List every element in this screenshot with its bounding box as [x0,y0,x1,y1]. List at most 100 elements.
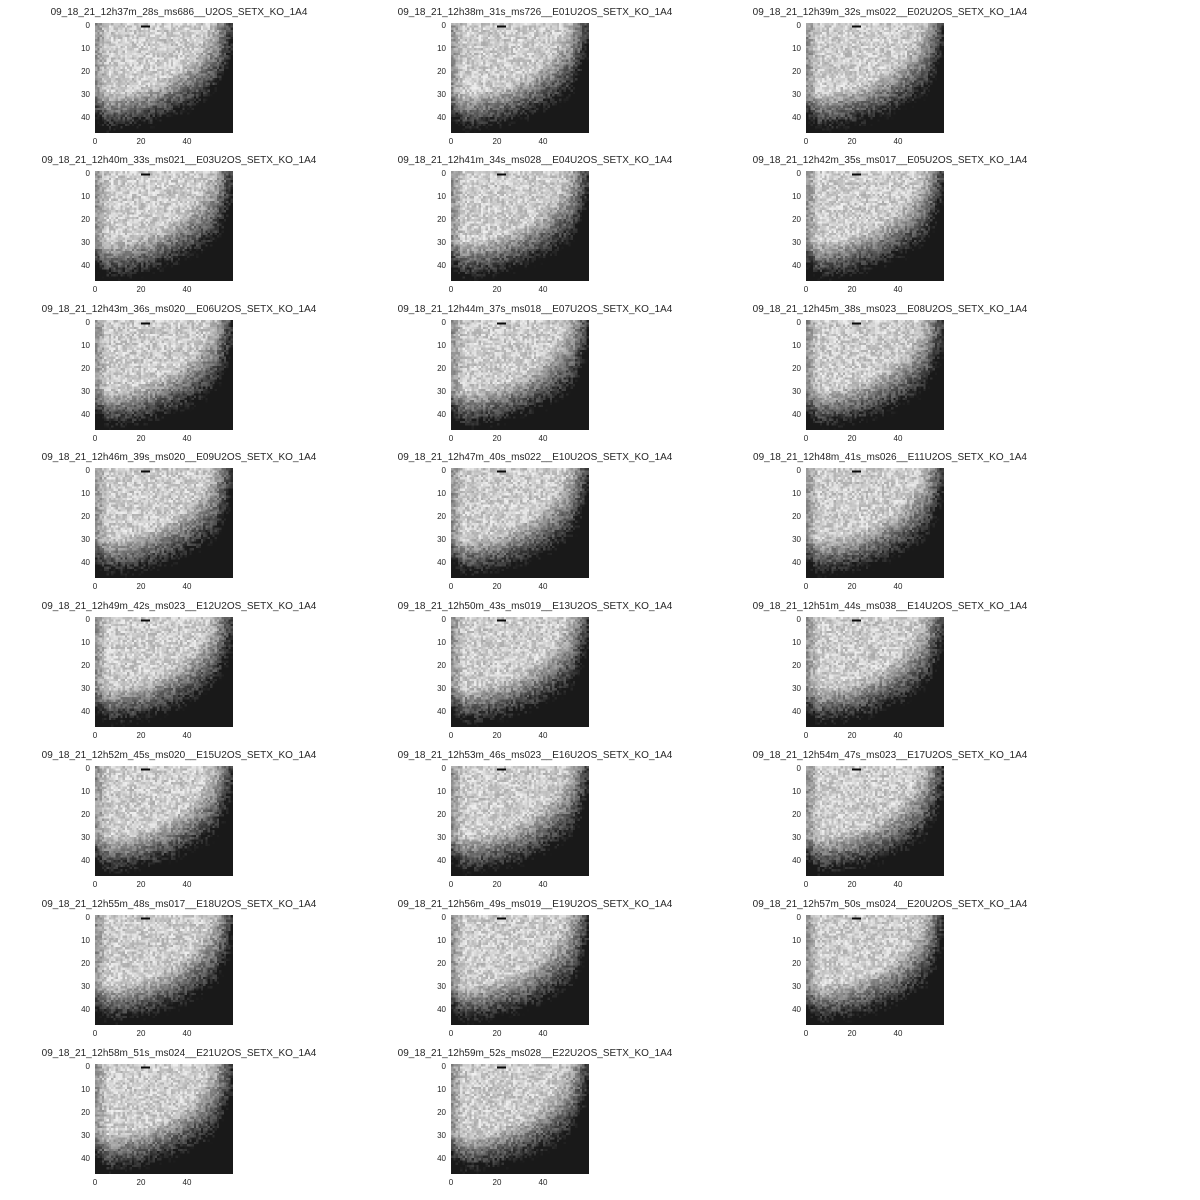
microscopy-image [806,468,944,578]
microscopy-image [806,915,944,1025]
panel-title: 09_18_21_12h50m_43s_ms019__E13U2OS_SETX_… [397,601,673,612]
y-tick-label: 0 [85,21,90,30]
microscopy-image [806,23,944,133]
microscopy-image [95,171,233,281]
x-tick-label: 40 [893,1029,903,1038]
image-panel: 09_18_21_12h42m_35s_ms017__E05U2OS_SETX_… [740,155,1040,301]
x-tick-label: 20 [847,137,857,146]
x-tick-label: 0 [92,582,98,591]
image-panel: 09_18_21_12h57m_50s_ms024__E20U2OS_SETX_… [740,899,1040,1045]
panel-title: 09_18_21_12h59m_52s_ms028__E22U2OS_SETX_… [397,1048,673,1059]
image-panel: 09_18_21_12h41m_34s_ms028__E04U2OS_SETX_… [385,155,685,301]
y-tick-label: 20 [792,67,801,76]
y-tick-label: 20 [81,810,90,819]
x-tick-label: 20 [136,137,146,146]
y-tick-label: 30 [792,535,801,544]
y-tick-label: 40 [792,707,801,716]
y-tick-label: 10 [792,341,801,350]
y-tick-label: 40 [437,261,446,270]
x-tick-label: 20 [136,731,146,740]
y-tick-label: 20 [792,512,801,521]
y-tick-label: 0 [85,1062,90,1071]
image-panel: 09_18_21_12h45m_38s_ms023__E08U2OS_SETX_… [740,304,1040,450]
image-panel: 09_18_21_12h39m_32s_ms022__E02U2OS_SETX_… [740,7,1040,153]
x-tick-label: 20 [847,1029,857,1038]
y-tick-label: 0 [796,169,801,178]
microscopy-image [451,1064,589,1174]
y-tick-label: 30 [437,833,446,842]
x-tick-label: 40 [538,880,548,889]
y-tick-label: 30 [81,982,90,991]
x-tick-label: 40 [538,731,548,740]
image-panel: 09_18_21_12h56m_49s_ms019__E19U2OS_SETX_… [385,899,685,1045]
microscopy-image [95,766,233,876]
y-tick-label: 30 [437,1131,446,1140]
y-tick-label: 20 [437,67,446,76]
x-tick-label: 40 [182,434,192,443]
microscopy-image [451,171,589,281]
x-tick-label: 0 [803,731,809,740]
x-tick-label: 20 [492,137,502,146]
y-tick-label: 30 [437,535,446,544]
image-panel: 09_18_21_12h44m_37s_ms018__E07U2OS_SETX_… [385,304,685,450]
x-tick-label: 0 [803,1029,809,1038]
panel-title: 09_18_21_12h55m_48s_ms017__E18U2OS_SETX_… [41,899,317,910]
y-tick-label: 0 [441,21,446,30]
x-tick-label: 40 [538,1029,548,1038]
panel-title: 09_18_21_12h52m_45s_ms020__E15U2OS_SETX_… [41,750,317,761]
y-tick-label: 40 [792,261,801,270]
x-tick-label: 20 [136,582,146,591]
panel-title: 09_18_21_12h56m_49s_ms019__E19U2OS_SETX_… [397,899,673,910]
y-tick-label: 40 [792,558,801,567]
y-tick-label: 40 [437,707,446,716]
y-tick-label: 10 [81,638,90,647]
x-tick-label: 0 [92,1178,98,1187]
y-tick-label: 40 [81,856,90,865]
y-tick-label: 40 [437,1005,446,1014]
y-tick-label: 40 [81,1005,90,1014]
panel-title: 09_18_21_12h51m_44s_ms038__E14U2OS_SETX_… [752,601,1028,612]
y-tick-label: 0 [85,913,90,922]
y-tick-label: 20 [437,959,446,968]
x-tick-label: 20 [847,582,857,591]
panel-title: 09_18_21_12h40m_33s_ms021__E03U2OS_SETX_… [41,155,317,166]
x-tick-label: 40 [182,1178,192,1187]
y-tick-label: 20 [792,810,801,819]
image-panel: 09_18_21_12h55m_48s_ms017__E18U2OS_SETX_… [29,899,329,1045]
microscopy-image [806,617,944,727]
microscopy-image [451,617,589,727]
y-tick-label: 10 [437,489,446,498]
y-tick-label: 40 [792,1005,801,1014]
panel-title: 09_18_21_12h53m_46s_ms023__E16U2OS_SETX_… [397,750,673,761]
x-tick-label: 40 [182,731,192,740]
y-tick-label: 10 [81,787,90,796]
y-tick-label: 0 [85,615,90,624]
microscopy-image [95,468,233,578]
y-tick-label: 40 [81,707,90,716]
y-tick-label: 40 [81,410,90,419]
y-tick-label: 0 [441,466,446,475]
y-tick-label: 30 [792,684,801,693]
y-tick-label: 20 [81,215,90,224]
y-tick-label: 30 [792,982,801,991]
y-tick-label: 40 [792,410,801,419]
image-panel: 09_18_21_12h43m_36s_ms020__E06U2OS_SETX_… [29,304,329,450]
y-tick-label: 40 [792,113,801,122]
microscopy-image [451,23,589,133]
y-tick-label: 10 [437,44,446,53]
y-tick-label: 0 [796,21,801,30]
y-tick-label: 30 [437,982,446,991]
y-tick-label: 10 [81,341,90,350]
y-tick-label: 20 [437,364,446,373]
panel-title: 09_18_21_12h42m_35s_ms017__E05U2OS_SETX_… [752,155,1028,166]
x-tick-label: 0 [92,285,98,294]
y-tick-label: 30 [81,833,90,842]
y-tick-label: 30 [81,238,90,247]
microscopy-image [95,1064,233,1174]
y-tick-label: 40 [437,113,446,122]
x-tick-label: 40 [182,880,192,889]
y-tick-label: 0 [441,913,446,922]
y-tick-label: 20 [81,959,90,968]
x-tick-label: 0 [448,285,454,294]
